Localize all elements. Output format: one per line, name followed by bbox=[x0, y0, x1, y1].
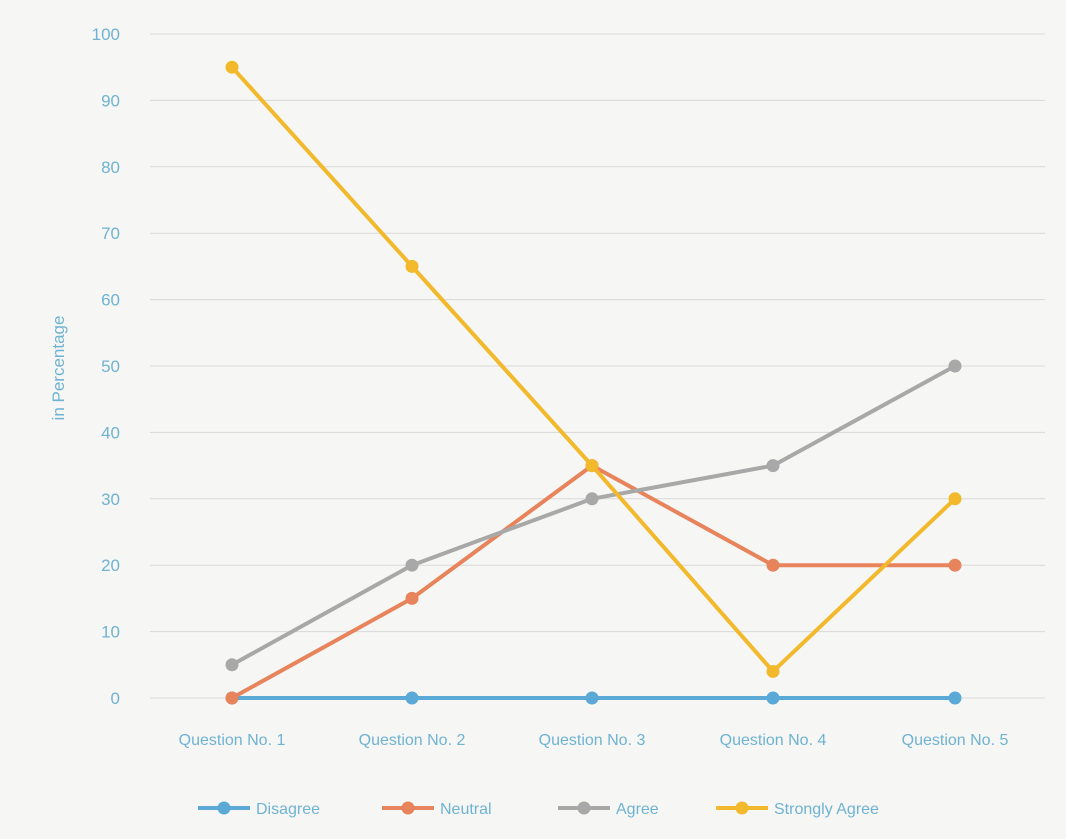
series-lines bbox=[230, 65, 957, 700]
legend-label: Neutral bbox=[440, 801, 492, 818]
series-points bbox=[225, 60, 962, 705]
y-tick-label: 50 bbox=[101, 357, 120, 376]
data-point-disagree bbox=[405, 691, 419, 705]
y-tick-label: 100 bbox=[92, 25, 120, 44]
legend-swatch-marker bbox=[217, 801, 231, 815]
legend-item-strongly-agree: Strongly Agree bbox=[716, 801, 879, 818]
data-point-neutral bbox=[225, 691, 239, 705]
legend-swatch-marker bbox=[735, 801, 749, 815]
data-point-strongly-agree bbox=[766, 664, 780, 678]
series-line-strongly-agree bbox=[230, 65, 957, 674]
legend-label: Strongly Agree bbox=[774, 801, 879, 818]
data-point-neutral bbox=[405, 591, 419, 605]
data-point-agree bbox=[585, 492, 599, 506]
data-point-disagree bbox=[948, 691, 962, 705]
x-axis-ticks: Question No. 1 Question No. 2 Question No.… bbox=[179, 732, 1009, 749]
y-tick-label: 60 bbox=[101, 291, 120, 310]
data-point-agree bbox=[225, 658, 239, 672]
data-point-disagree bbox=[585, 691, 599, 705]
data-point-strongly-agree bbox=[405, 259, 419, 273]
legend-item-neutral: Neutral bbox=[382, 801, 492, 818]
legend-swatch-marker bbox=[401, 801, 415, 815]
data-point-disagree bbox=[766, 691, 780, 705]
y-tick-label: 0 bbox=[111, 689, 120, 708]
data-point-strongly-agree bbox=[225, 60, 239, 74]
x-tick-label: Question No. 4 bbox=[720, 732, 827, 749]
legend-label: Agree bbox=[616, 801, 659, 818]
series-line-agree bbox=[230, 364, 957, 667]
data-point-neutral bbox=[948, 558, 962, 572]
y-axis-title: in Percentage bbox=[49, 316, 68, 421]
y-tick-label: 20 bbox=[101, 556, 120, 575]
data-point-agree bbox=[948, 359, 962, 373]
y-axis-ticks: 0 10 20 30 40 50 60 70 80 90 100 bbox=[92, 25, 120, 708]
y-tick-label: 30 bbox=[101, 490, 120, 509]
gridlines bbox=[150, 33, 1045, 699]
x-tick-label: Question No. 2 bbox=[359, 732, 466, 749]
data-point-strongly-agree bbox=[585, 459, 599, 473]
data-point-neutral bbox=[766, 558, 780, 572]
y-tick-label: 40 bbox=[101, 423, 120, 442]
legend: Disagree Neutral Agree Strongly Agree bbox=[198, 801, 879, 818]
x-tick-label: Question No. 5 bbox=[902, 732, 1009, 749]
legend-item-disagree: Disagree bbox=[198, 801, 320, 818]
y-tick-label: 90 bbox=[101, 91, 120, 110]
data-point-strongly-agree bbox=[948, 492, 962, 506]
data-point-agree bbox=[766, 459, 780, 473]
legend-label: Disagree bbox=[256, 801, 320, 818]
y-tick-label: 80 bbox=[101, 158, 120, 177]
x-tick-label: Question No. 3 bbox=[539, 732, 646, 749]
legend-swatch-marker bbox=[577, 801, 591, 815]
y-tick-label: 10 bbox=[101, 623, 120, 642]
x-tick-label: Question No. 1 bbox=[179, 732, 286, 749]
data-point-agree bbox=[405, 558, 419, 572]
y-tick-label: 70 bbox=[101, 224, 120, 243]
legend-item-agree: Agree bbox=[558, 801, 659, 818]
